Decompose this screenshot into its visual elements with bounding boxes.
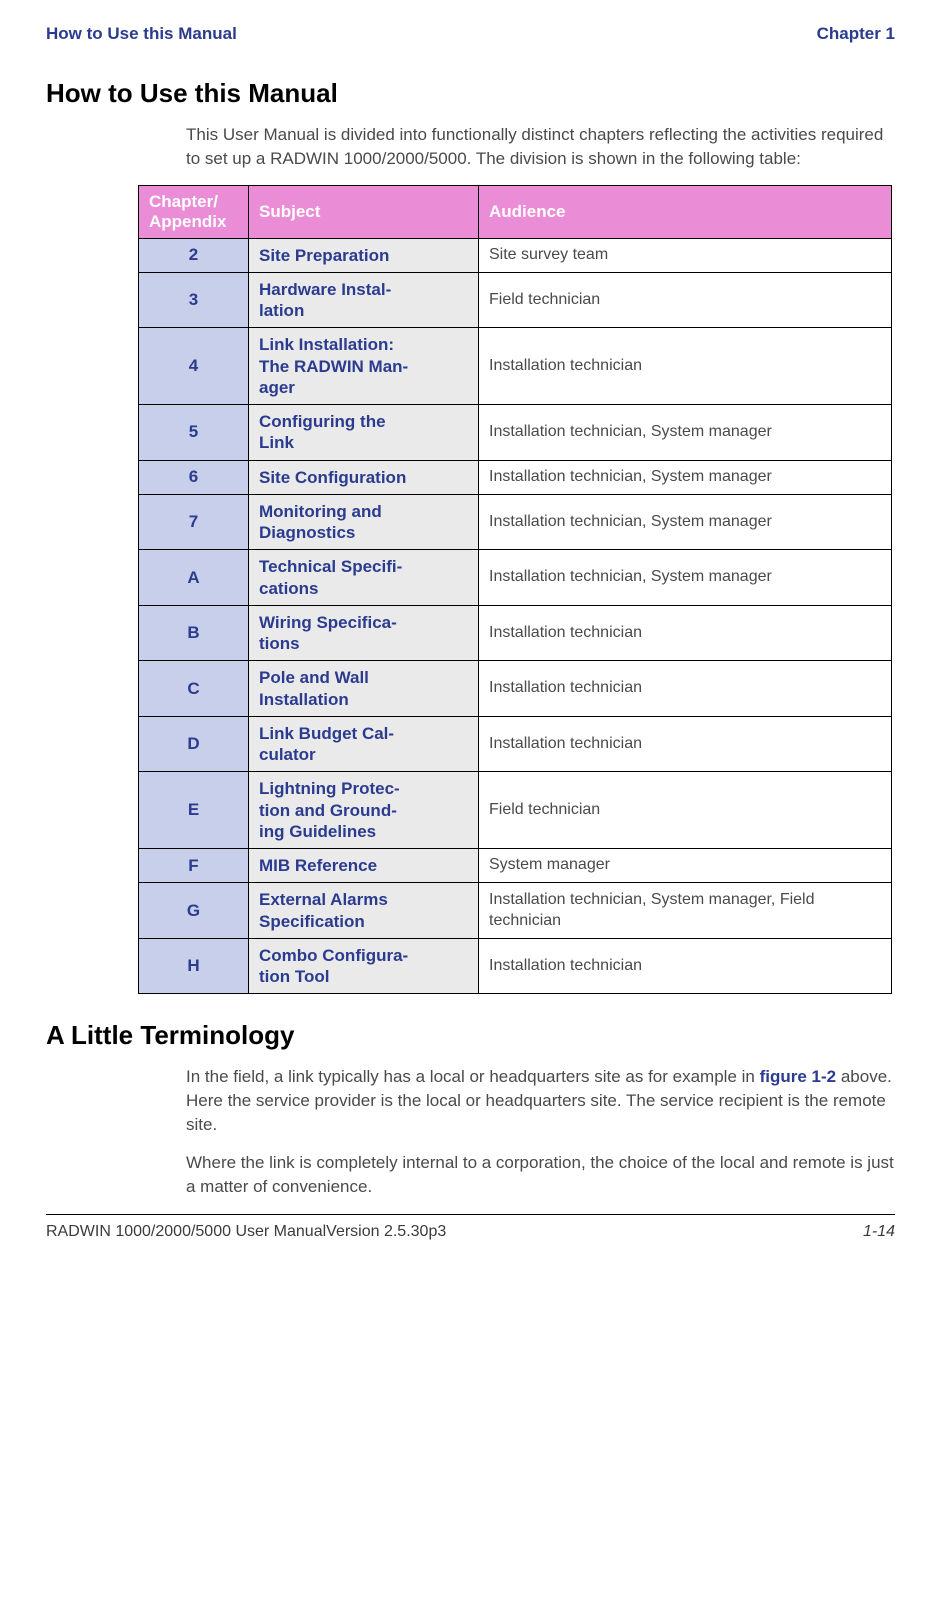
cell-audience: Installation technician, System manager: [479, 405, 892, 461]
table-row: F MIB Reference System manager: [139, 849, 892, 883]
cell-chapter: A: [139, 550, 249, 606]
cell-chapter: E: [139, 772, 249, 849]
footer-left: RADWIN 1000/2000/5000 User ManualVersion…: [46, 1223, 446, 1241]
intro-paragraph-block: This User Manual is divided into functio…: [186, 123, 895, 171]
cell-subject[interactable]: Technical Specifi- cations: [249, 550, 479, 606]
table-row: 6 Site Configuration Installation techni…: [139, 460, 892, 494]
table-row: 3 Hardware Instal- lation Field technici…: [139, 272, 892, 328]
running-header: How to Use this Manual Chapter 1: [46, 24, 895, 44]
cell-audience: Installation technician: [479, 716, 892, 772]
cell-audience: Installation technician: [479, 938, 892, 994]
cell-chapter: C: [139, 661, 249, 717]
cell-audience: Installation technician, System manager: [479, 460, 892, 494]
cell-audience: Site survey team: [479, 238, 892, 272]
cell-subject[interactable]: Site Preparation: [249, 238, 479, 272]
cell-audience: Installation technician: [479, 661, 892, 717]
table-row: 7 Monitoring and Diagnostics Installatio…: [139, 494, 892, 550]
cell-subject[interactable]: Site Configuration: [249, 460, 479, 494]
table-row: H Combo Configura- tion Tool Installatio…: [139, 938, 892, 994]
cell-subject[interactable]: Lightning Protec- tion and Ground- ing G…: [249, 772, 479, 849]
table-row: B Wiring Specifica- tions Installation t…: [139, 605, 892, 661]
cell-subject[interactable]: Pole and Wall Installation: [249, 661, 479, 717]
table-row: D Link Budget Cal- culator Installation …: [139, 716, 892, 772]
cell-chapter: H: [139, 938, 249, 994]
table-row: A Technical Specifi- cations Installatio…: [139, 550, 892, 606]
th-chapter: Chapter/ Appendix: [139, 185, 249, 238]
intro-paragraph: This User Manual is divided into functio…: [186, 123, 895, 171]
cell-subject[interactable]: Link Budget Cal- culator: [249, 716, 479, 772]
cell-chapter: 5: [139, 405, 249, 461]
cell-audience: Field technician: [479, 272, 892, 328]
figure-ref-link[interactable]: figure 1-2: [760, 1067, 837, 1086]
header-right: Chapter 1: [817, 24, 895, 44]
cell-chapter: B: [139, 605, 249, 661]
footer-rule: [46, 1214, 895, 1215]
cell-audience: Installation technician: [479, 328, 892, 405]
cell-subject[interactable]: MIB Reference: [249, 849, 479, 883]
th-audience: Audience: [479, 185, 892, 238]
cell-subject[interactable]: External Alarms Specification: [249, 883, 479, 939]
cell-audience: Installation technician, System manager: [479, 550, 892, 606]
page-footer: RADWIN 1000/2000/5000 User ManualVersion…: [46, 1223, 895, 1241]
cell-chapter: D: [139, 716, 249, 772]
table-row: 5 Configuring the Link Installation tech…: [139, 405, 892, 461]
page: How to Use this Manual Chapter 1 How to …: [0, 0, 941, 1261]
cell-audience: Installation technician, System manager,…: [479, 883, 892, 939]
cell-subject[interactable]: Monitoring and Diagnostics: [249, 494, 479, 550]
cell-chapter: F: [139, 849, 249, 883]
cell-subject[interactable]: Link Installation: The RADWIN Man- ager: [249, 328, 479, 405]
cell-chapter: 7: [139, 494, 249, 550]
cell-subject[interactable]: Configuring the Link: [249, 405, 479, 461]
table-row: 4 Link Installation: The RADWIN Man- age…: [139, 328, 892, 405]
cell-audience: Installation technician: [479, 605, 892, 661]
terminology-para1-pre: In the field, a link typically has a loc…: [186, 1067, 760, 1086]
cell-audience: Installation technician, System manager: [479, 494, 892, 550]
cell-chapter: 3: [139, 272, 249, 328]
table-row: G External Alarms Specification Installa…: [139, 883, 892, 939]
terminology-para2: Where the link is completely internal to…: [186, 1151, 895, 1199]
chapters-table-wrap: Chapter/ Appendix Subject Audience 2 Sit…: [138, 185, 892, 995]
section-title-how-to-use: How to Use this Manual: [46, 78, 895, 109]
table-row: E Lightning Protec- tion and Ground- ing…: [139, 772, 892, 849]
table-row: 2 Site Preparation Site survey team: [139, 238, 892, 272]
terminology-para1: In the field, a link typically has a loc…: [186, 1065, 895, 1136]
cell-chapter: 4: [139, 328, 249, 405]
cell-audience: System manager: [479, 849, 892, 883]
section-title-terminology: A Little Terminology: [46, 1020, 895, 1051]
terminology-block: In the field, a link typically has a loc…: [186, 1065, 895, 1198]
cell-subject[interactable]: Combo Configura- tion Tool: [249, 938, 479, 994]
cell-audience: Field technician: [479, 772, 892, 849]
cell-chapter: G: [139, 883, 249, 939]
footer-right: 1-14: [863, 1223, 895, 1241]
table-header-row: Chapter/ Appendix Subject Audience: [139, 185, 892, 238]
th-subject: Subject: [249, 185, 479, 238]
table-row: C Pole and Wall Installation Installatio…: [139, 661, 892, 717]
cell-subject[interactable]: Hardware Instal- lation: [249, 272, 479, 328]
header-left: How to Use this Manual: [46, 24, 237, 44]
cell-chapter: 2: [139, 238, 249, 272]
cell-subject[interactable]: Wiring Specifica- tions: [249, 605, 479, 661]
chapters-table: Chapter/ Appendix Subject Audience 2 Sit…: [138, 185, 892, 995]
cell-chapter: 6: [139, 460, 249, 494]
